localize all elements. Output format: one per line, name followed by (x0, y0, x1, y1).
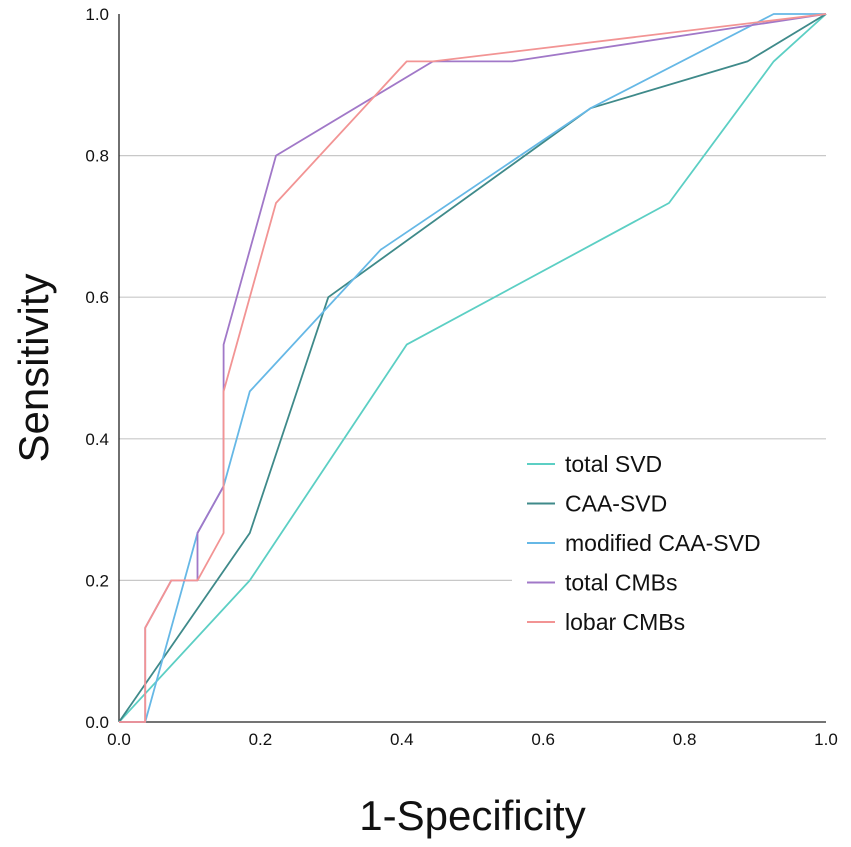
y-tick-label: 0.6 (85, 288, 109, 307)
legend-label-total-cmbs: total CMBs (565, 570, 677, 596)
x-tick-label: 0.2 (249, 730, 273, 749)
legend-background (512, 440, 842, 655)
axis-layer (118, 14, 826, 723)
series-line-lobar-cmbs (119, 13, 827, 723)
y-tick-label: 0.8 (85, 147, 109, 166)
y-tick-label: 0.4 (85, 430, 109, 449)
x-axis-title: 1-Specificity (359, 792, 585, 839)
y-tick-label: 0.0 (85, 713, 109, 732)
x-tick-label: 0.4 (390, 730, 414, 749)
legend: total SVD CAA-SVD modified CAA-SVD total CM… (527, 451, 761, 635)
y-tick-label: 0.2 (85, 571, 109, 590)
series-line-modified-caa-svd (119, 13, 826, 723)
y-tick-label: 1.0 (85, 5, 109, 24)
y-axis-title: Sensitivity (10, 273, 57, 462)
legend-label-total-svd: total SVD (565, 451, 662, 477)
series-layer (118, 13, 827, 723)
x-tick-label: 0.8 (673, 730, 697, 749)
series-line-total-svd (118, 13, 827, 723)
legend-label-caa-svd: CAA-SVD (565, 491, 667, 517)
x-tick-label: 0.6 (531, 730, 555, 749)
series-line-caa-svd (118, 13, 827, 723)
tick-labels: 0.0 0.2 0.4 0.6 0.8 1.0 0.0 0.2 0.4 0.6 0.8 1.0 (85, 5, 837, 749)
legend-label-lobar-cmbs: lobar CMBs (565, 609, 685, 635)
x-tick-label: 0.0 (107, 730, 131, 749)
legend-label-modified-caa-svd: modified CAA-SVD (565, 530, 761, 556)
x-tick-label: 1.0 (814, 730, 838, 749)
